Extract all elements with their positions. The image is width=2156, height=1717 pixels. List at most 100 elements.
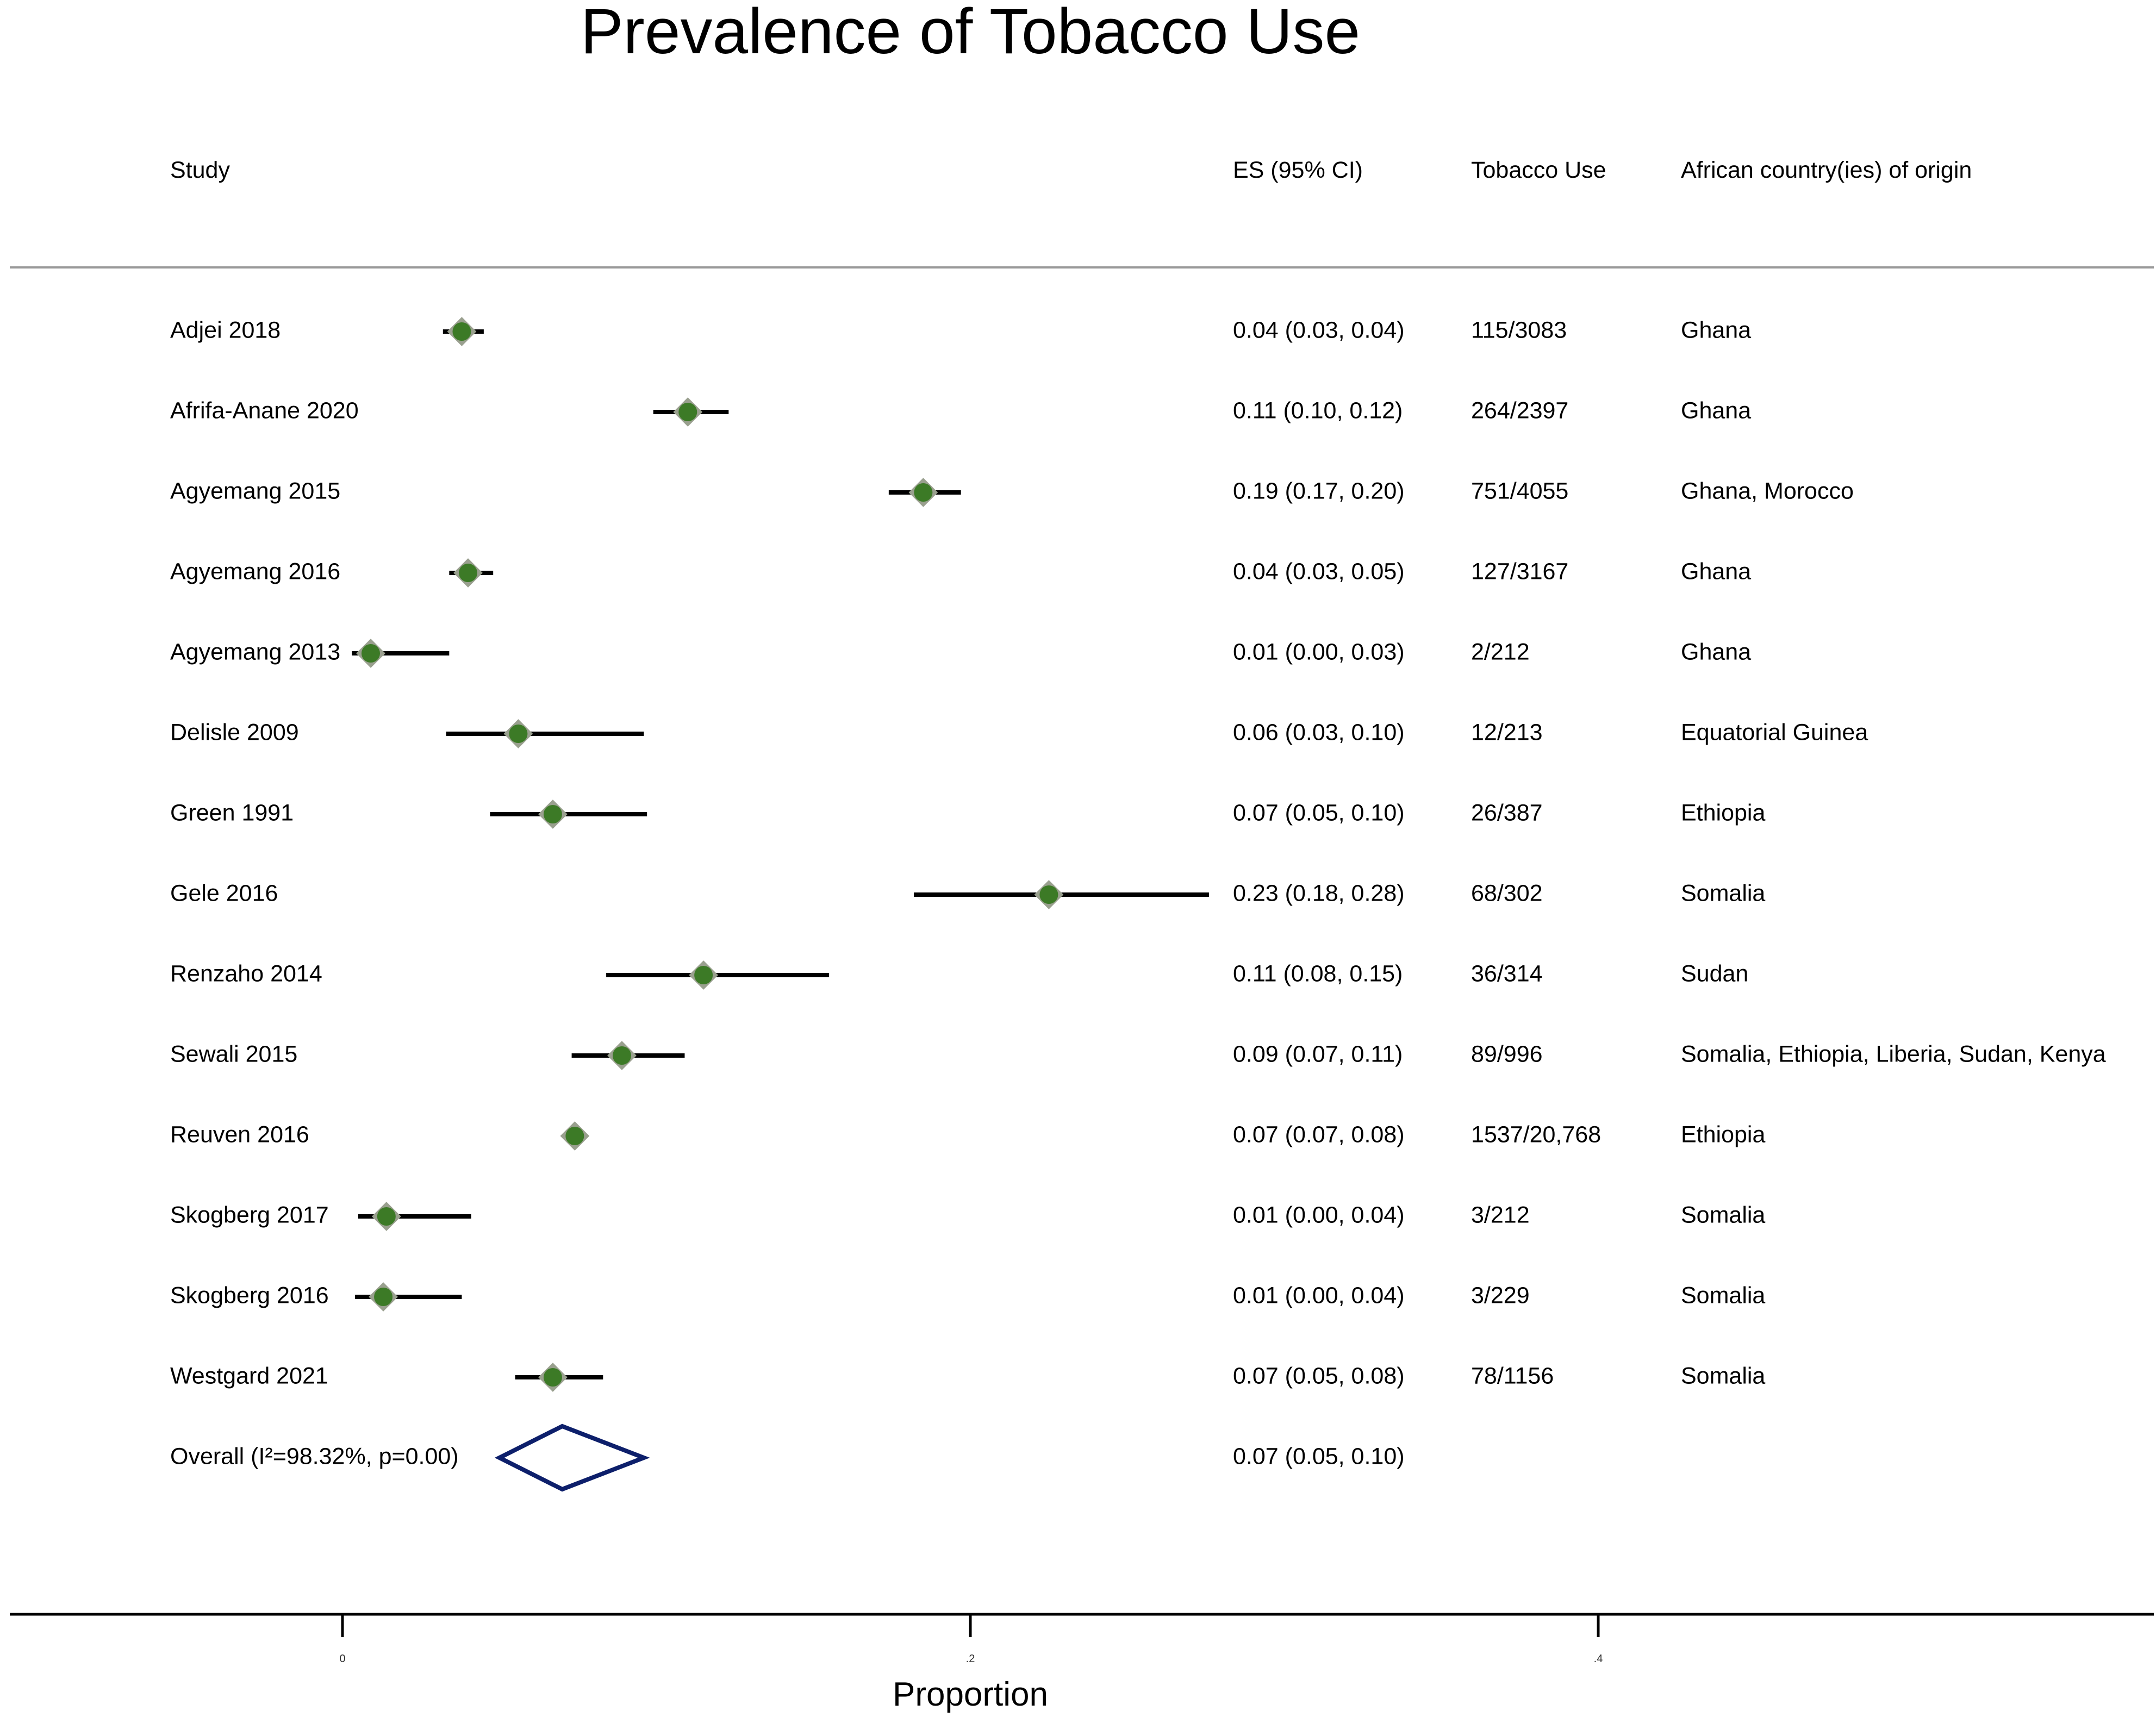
tobacco-use-count: 751/4055 xyxy=(1471,478,1568,504)
overall-diamond xyxy=(494,1423,650,1492)
tobacco-use-count: 12/213 xyxy=(1471,719,1543,745)
header-tobacco-use: Tobacco Use xyxy=(1471,157,1606,183)
x-tick-label: .4 xyxy=(1594,1653,1603,1665)
study-name: Green 1991 xyxy=(170,800,294,826)
tobacco-use-count: 36/314 xyxy=(1471,960,1543,987)
study-name: Reuven 2016 xyxy=(170,1121,309,1147)
study-row: Green 1991 0.07 (0.05, 0.10) 26/387 Ethiopi… xyxy=(170,800,1765,829)
study-row: Delisle 2009 0.06 (0.03, 0.10) 12/213 Equat… xyxy=(170,719,1868,748)
study-name: Agyemang 2016 xyxy=(170,558,340,584)
effect-size-text: 0.01 (0.00, 0.03) xyxy=(1233,639,1405,665)
effect-size-text: 0.11 (0.08, 0.15) xyxy=(1233,960,1403,987)
effect-size-text: 0.01 (0.00, 0.04) xyxy=(1233,1282,1405,1308)
country-of-origin: Somalia xyxy=(1681,1282,1765,1308)
study-name: Sewali 2015 xyxy=(170,1041,297,1067)
study-row: Adjei 2018 0.04 (0.03, 0.04) 115/3083 Ghana xyxy=(170,317,1751,346)
study-row: Sewali 2015 0.09 (0.07, 0.11) 89/996 Somali… xyxy=(170,1041,2106,1070)
effect-size-marker xyxy=(377,1207,396,1226)
study-row: Gele 2016 0.23 (0.18, 0.28) 68/302 Somalia xyxy=(170,880,1765,909)
effect-size-marker xyxy=(543,805,562,823)
country-of-origin: Somalia xyxy=(1681,1202,1765,1228)
effect-size-text: 0.06 (0.03, 0.10) xyxy=(1233,719,1405,745)
study-name: Afrifa-Anane 2020 xyxy=(170,397,359,423)
effect-size-marker xyxy=(914,483,933,502)
effect-size-marker xyxy=(459,564,477,582)
effect-size-text: 0.07 (0.07, 0.08) xyxy=(1233,1121,1405,1147)
country-of-origin: Ethiopia xyxy=(1681,1121,1765,1147)
effect-size-marker xyxy=(452,322,471,341)
effect-size-marker xyxy=(374,1288,393,1306)
study-row: Skogberg 2017 0.01 (0.00, 0.04) 3/212 Somal… xyxy=(170,1202,1765,1231)
tobacco-use-count: 3/229 xyxy=(1471,1282,1530,1308)
country-of-origin: Ghana xyxy=(1681,397,1751,423)
effect-size-text: 0.07 (0.05, 0.10) xyxy=(1233,800,1405,826)
study-row: Agyemang 2013 0.01 (0.00, 0.03) 2/212 Ghana xyxy=(170,639,1751,668)
effect-size-text: 0.11 (0.10, 0.12) xyxy=(1233,397,1403,423)
country-of-origin: Somalia xyxy=(1681,1363,1765,1389)
effect-size-marker xyxy=(361,644,380,663)
study-name: Skogberg 2016 xyxy=(170,1282,329,1308)
overall-effect-text: 0.07 (0.05, 0.10) xyxy=(1233,1443,1405,1469)
effect-size-text: 0.23 (0.18, 0.28) xyxy=(1233,880,1405,906)
effect-size-marker xyxy=(1039,885,1058,904)
tobacco-use-count: 78/1156 xyxy=(1471,1363,1554,1389)
country-of-origin: Ethiopia xyxy=(1681,800,1765,826)
study-row: Renzaho 2014 0.11 (0.08, 0.15) 36/314 Sudan xyxy=(170,960,1748,990)
study-row: Agyemang 2016 0.04 (0.03, 0.05) 127/3167 Gh… xyxy=(170,558,1751,588)
effect-size-marker xyxy=(565,1127,584,1145)
effect-size-marker xyxy=(509,725,528,743)
study-name: Renzaho 2014 xyxy=(170,960,322,987)
header-country: African country(ies) of origin xyxy=(1681,157,1972,183)
country-of-origin: Sudan xyxy=(1681,960,1748,987)
effect-size-marker xyxy=(543,1368,562,1387)
header-study: Study xyxy=(170,157,230,183)
country-of-origin: Somalia, Ethiopia, Liberia, Sudan, Kenya xyxy=(1681,1041,2106,1067)
study-row: Afrifa-Anane 2020 0.11 (0.10, 0.12) 264/23… xyxy=(170,397,1751,427)
study-row: Reuven 2016 0.07 (0.07, 0.08) 1537/20,768 E… xyxy=(170,1121,1765,1151)
header-es: ES (95% CI) xyxy=(1233,157,1363,183)
tobacco-use-count: 115/3083 xyxy=(1471,317,1567,343)
effect-size-marker xyxy=(612,1046,631,1065)
study-name: Gele 2016 xyxy=(170,880,278,906)
study-rows: Adjei 2018 0.04 (0.03, 0.04) 115/3083 Ghana… xyxy=(170,317,2106,1392)
overall-label: Overall (I²=98.32%, p=0.00) xyxy=(170,1443,459,1469)
x-tick-label: .2 xyxy=(966,1653,975,1665)
study-name: Agyemang 2015 xyxy=(170,478,340,504)
study-name: Westgard 2021 xyxy=(170,1363,328,1389)
country-of-origin: Equatorial Guinea xyxy=(1681,719,1868,745)
study-row: Agyemang 2015 0.19 (0.17, 0.20) 751/4055 Gh… xyxy=(170,478,1854,507)
tobacco-use-count: 127/3167 xyxy=(1471,558,1568,584)
effect-size-text: 0.07 (0.05, 0.08) xyxy=(1233,1363,1405,1389)
overall-row: Overall (I²=98.32%, p=0.00) 0.07 (0.05, 0… xyxy=(170,1423,1405,1492)
tobacco-use-count: 2/212 xyxy=(1471,639,1530,665)
study-name: Adjei 2018 xyxy=(170,317,281,343)
effect-size-text: 0.19 (0.17, 0.20) xyxy=(1233,478,1405,504)
tobacco-use-count: 3/212 xyxy=(1471,1202,1530,1228)
study-name: Delisle 2009 xyxy=(170,719,299,745)
x-tick-label: 0 xyxy=(339,1653,345,1665)
tobacco-use-count: 264/2397 xyxy=(1471,397,1568,423)
effect-size-text: 0.09 (0.07, 0.11) xyxy=(1233,1041,1403,1067)
effect-size-marker xyxy=(678,403,697,421)
effect-size-marker xyxy=(694,966,713,984)
effect-size-text: 0.04 (0.03, 0.04) xyxy=(1233,317,1405,343)
tobacco-use-count: 68/302 xyxy=(1471,880,1543,906)
country-of-origin: Ghana xyxy=(1681,558,1751,584)
study-name: Skogberg 2017 xyxy=(170,1202,329,1228)
tobacco-use-count: 89/996 xyxy=(1471,1041,1543,1067)
tobacco-use-count: 26/387 xyxy=(1471,800,1543,826)
country-of-origin: Ghana xyxy=(1681,317,1751,343)
chart-title: Prevalence of Tobacco Use xyxy=(581,0,1360,67)
x-axis-label: Proportion xyxy=(893,1676,1048,1713)
country-of-origin: Somalia xyxy=(1681,880,1765,906)
effect-size-text: 0.01 (0.00, 0.04) xyxy=(1233,1202,1405,1228)
x-axis-ticks: 0 .2 .4 xyxy=(339,1614,1603,1665)
study-row: Westgard 2021 0.07 (0.05, 0.08) 78/1156 Som… xyxy=(170,1363,1765,1392)
study-row: Skogberg 2016 0.01 (0.00, 0.04) 3/229 Somal… xyxy=(170,1282,1765,1312)
tobacco-use-count: 1537/20,768 xyxy=(1471,1121,1601,1147)
country-of-origin: Ghana, Morocco xyxy=(1681,478,1854,504)
study-name: Agyemang 2013 xyxy=(170,639,340,665)
country-of-origin: Ghana xyxy=(1681,639,1751,665)
effect-size-text: 0.04 (0.03, 0.05) xyxy=(1233,558,1405,584)
